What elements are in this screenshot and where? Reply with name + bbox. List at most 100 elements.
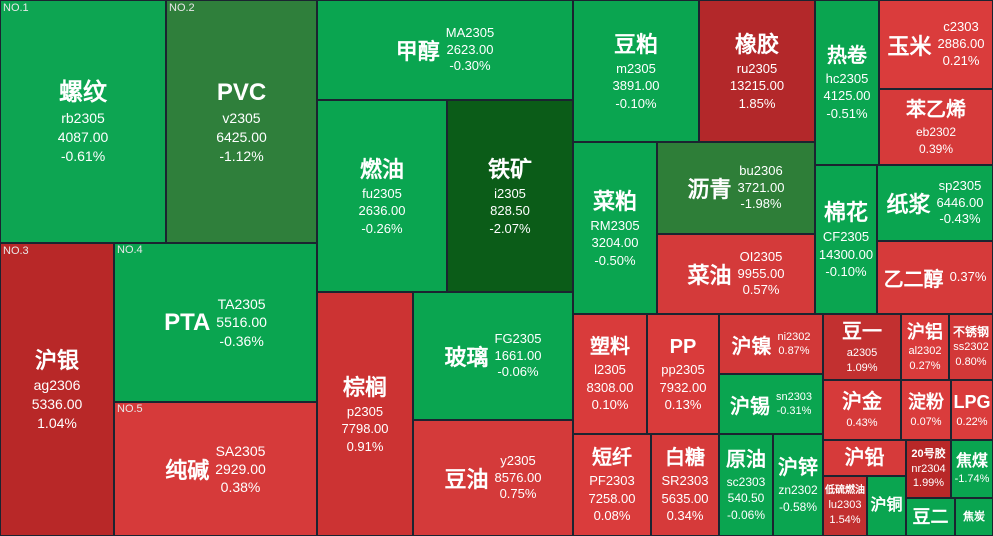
tile: 沪锡 sn2303 -0.31%: [719, 374, 823, 434]
tile-price: 14300.00: [818, 246, 874, 262]
tile-change: -0.31%: [776, 405, 812, 417]
tile-name: 螺纹: [59, 78, 107, 106]
tile: 玉米 c2303 2886.00 0.21%: [879, 0, 993, 89]
tile-change: 0.13%: [664, 397, 702, 413]
tile-code: hc2305: [825, 70, 869, 86]
tile-name: 沪银: [34, 348, 79, 374]
tile-change: -0.10%: [615, 95, 657, 111]
tile-name: 豆油: [444, 467, 489, 492]
tile: 豆油 y2305 8576.00 0.75%: [413, 420, 573, 536]
tile-price: 2929.00: [215, 460, 266, 477]
tile-change: -1.74%: [954, 473, 990, 486]
tile-code: rb2305: [61, 110, 105, 127]
tile-name: 沥青: [687, 177, 732, 202]
tile-price: 6446.00: [936, 194, 984, 210]
tile: 豆粕 m2305 3891.00 -0.10%: [573, 0, 699, 142]
tile-code: sn2303: [775, 390, 813, 403]
tile-code: m2305: [616, 60, 656, 76]
tile-info: sp2305 6446.00 -0.43%: [937, 178, 984, 229]
tile: NO.1 螺纹 rb2305 4087.00 -0.61%: [0, 0, 166, 243]
tile: 豆一 a2305 1.09%: [823, 314, 901, 380]
tile-change: -1.12%: [219, 148, 264, 165]
tile-change: -0.36%: [219, 332, 264, 349]
tile-info: 0.37%: [950, 269, 987, 286]
rank-label: NO.5: [117, 403, 143, 415]
tile-info: OI2305 9955.00 0.57%: [738, 249, 785, 300]
tile: 甲醇 MA2305 2623.00 -0.30%: [317, 0, 573, 100]
tile-price: 9955.00: [737, 265, 785, 281]
tile-name: 淀粉: [908, 392, 944, 413]
tile-price: 5336.00: [31, 395, 83, 412]
tile-change: 0.21%: [942, 52, 980, 68]
tile: 沪镍 ni2302 0.87%: [719, 314, 823, 374]
tile-name: 沪金: [842, 391, 882, 414]
tile-info: ni2302 0.87%: [777, 330, 810, 359]
tile-name: 20号胶: [911, 447, 946, 460]
tile-change: 0.39%: [918, 141, 954, 156]
tile-change: -0.51%: [826, 105, 868, 121]
tile-price: 4087.00: [57, 129, 109, 146]
tile-code: ss2302: [953, 341, 989, 354]
tile: 铁矿 i2305 828.50 -2.07%: [447, 100, 573, 292]
tile-code: zn2302: [778, 483, 818, 498]
tile: 豆二: [906, 498, 955, 536]
tile-code: MA2305: [445, 24, 495, 40]
tile-code: CF2305: [822, 229, 870, 245]
tile-price: 8576.00: [494, 469, 542, 485]
tile: 乙二醇 0.37%: [877, 241, 993, 314]
tile-price: 6425.00: [216, 129, 267, 146]
tile: 沪铅: [823, 440, 906, 476]
tile-change: 0.38%: [220, 479, 261, 496]
tile-change: 0.75%: [499, 486, 537, 502]
tile-change: 0.43%: [846, 417, 878, 430]
tile: 沪铝 al2302 0.27%: [901, 314, 949, 380]
tile-change: 0.91%: [346, 438, 384, 454]
tile: 短纤 PF2303 7258.00 0.08%: [573, 434, 651, 536]
tile: PP pp2305 7932.00 0.13%: [647, 314, 719, 434]
tile-price: 13215.00: [729, 78, 785, 94]
tile-code: i2305: [494, 185, 526, 201]
tile-code: a2305: [846, 346, 878, 359]
tile-name: 棉花: [823, 200, 868, 226]
tile: 20号胶 nr2304 1.99%: [906, 440, 951, 498]
tile-name: 菜粕: [592, 188, 637, 214]
tile-code: PF2303: [589, 473, 635, 489]
tile: 橡胶 ru2305 13215.00 1.85%: [699, 0, 815, 142]
tile-name: 焦炭: [963, 510, 985, 523]
tile-price: 4125.00: [823, 88, 871, 104]
tile-code: ag2306: [33, 377, 81, 393]
tile: 塑料 l2305 8308.00 0.10%: [573, 314, 647, 434]
tile-code: ru2305: [736, 60, 778, 76]
tile-change: -0.06%: [726, 507, 766, 522]
tile: 菜油 OI2305 9955.00 0.57%: [657, 234, 815, 314]
tile-name: 不锈钢: [952, 325, 989, 340]
tile-change: -0.26%: [361, 220, 403, 236]
tile: 纸浆 sp2305 6446.00 -0.43%: [877, 165, 993, 241]
tile-change: 0.37%: [949, 269, 987, 285]
tile-name: PTA: [164, 308, 211, 336]
tile-name: 沪铅: [844, 446, 885, 469]
tile-name: PVC: [216, 78, 267, 106]
tile-code: c2303: [943, 19, 979, 35]
tile-name: 苯乙烯: [906, 99, 966, 122]
tile-name: 塑料: [590, 336, 630, 359]
tile-name: 豆二: [912, 506, 949, 527]
tile-name: 玉米: [887, 33, 932, 59]
tile-code: eb2302: [915, 125, 957, 140]
tile: 沥青 bu2306 3721.00 -1.98%: [657, 142, 815, 234]
tile-change: 0.08%: [593, 508, 631, 524]
tile-price: 8308.00: [586, 379, 634, 395]
tile-code: RM2305: [590, 217, 640, 233]
tile-price: 2886.00: [937, 36, 985, 52]
tile-code: nr2304: [911, 462, 946, 475]
tile-change: 0.34%: [666, 508, 704, 524]
tile-name: 菜油: [687, 263, 732, 288]
tile-name: 燃油: [359, 156, 404, 182]
tile-name: LPG: [953, 392, 991, 413]
tile-code: bu2306: [739, 162, 783, 178]
tile-name: 沪镍: [731, 335, 772, 358]
tile-price: 7258.00: [588, 490, 636, 506]
tile-name: 短纤: [592, 447, 632, 470]
tile-name: 热卷: [827, 44, 867, 67]
tile-change: 0.27%: [909, 360, 941, 373]
